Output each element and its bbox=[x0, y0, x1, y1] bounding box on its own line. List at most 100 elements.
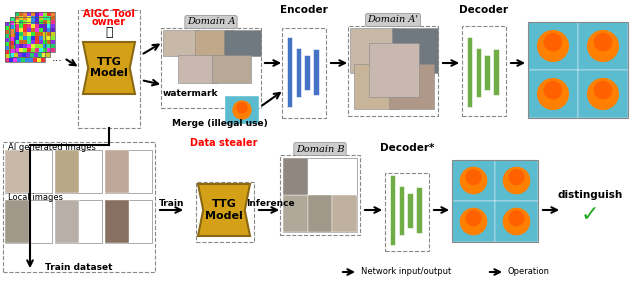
Bar bbox=[37, 30, 41, 34]
Bar bbox=[35, 24, 39, 28]
Bar bbox=[38, 25, 42, 29]
Bar bbox=[41, 58, 45, 62]
Circle shape bbox=[588, 31, 618, 61]
Bar bbox=[41, 30, 45, 34]
Text: AI generated images: AI generated images bbox=[8, 143, 96, 151]
Bar bbox=[10, 53, 14, 57]
Circle shape bbox=[233, 101, 251, 119]
Bar bbox=[105, 200, 129, 243]
Bar bbox=[42, 41, 46, 45]
Bar bbox=[10, 45, 14, 49]
Text: Model: Model bbox=[90, 68, 128, 78]
Bar bbox=[41, 54, 45, 58]
Bar bbox=[14, 37, 18, 41]
Text: ...: ... bbox=[52, 53, 63, 63]
Bar bbox=[34, 49, 38, 53]
Bar bbox=[18, 41, 22, 45]
Bar bbox=[27, 28, 31, 32]
Bar bbox=[388, 64, 435, 109]
Bar bbox=[10, 37, 14, 41]
Bar bbox=[161, 28, 261, 108]
Bar bbox=[305, 55, 310, 89]
Bar bbox=[25, 50, 29, 54]
Bar bbox=[528, 22, 628, 118]
Bar bbox=[25, 22, 29, 26]
Bar bbox=[10, 25, 14, 29]
Bar bbox=[10, 33, 14, 37]
Text: TTG: TTG bbox=[97, 57, 122, 67]
Circle shape bbox=[504, 167, 530, 194]
Bar bbox=[42, 29, 46, 33]
Bar bbox=[46, 17, 50, 21]
Bar bbox=[15, 36, 19, 40]
Bar bbox=[283, 158, 357, 232]
Bar bbox=[42, 21, 46, 25]
Circle shape bbox=[538, 79, 568, 109]
Bar bbox=[51, 44, 55, 48]
Circle shape bbox=[509, 170, 524, 185]
Bar bbox=[33, 58, 37, 62]
Bar bbox=[34, 25, 38, 29]
Bar bbox=[27, 16, 31, 20]
Bar bbox=[287, 37, 292, 107]
Bar bbox=[38, 53, 42, 57]
Circle shape bbox=[466, 211, 481, 225]
Bar bbox=[14, 33, 18, 37]
Text: Domain A': Domain A' bbox=[367, 16, 419, 24]
Bar bbox=[5, 58, 9, 62]
Bar bbox=[350, 28, 396, 73]
Bar bbox=[15, 12, 19, 16]
Bar bbox=[332, 195, 357, 232]
Circle shape bbox=[466, 170, 481, 185]
Bar bbox=[37, 34, 41, 38]
Bar bbox=[31, 40, 35, 44]
Bar bbox=[10, 41, 14, 45]
Bar bbox=[31, 12, 35, 16]
Bar bbox=[308, 195, 332, 232]
Bar bbox=[34, 33, 38, 37]
Bar bbox=[9, 42, 13, 46]
Bar bbox=[21, 34, 25, 38]
Bar bbox=[15, 12, 55, 52]
Bar bbox=[23, 44, 27, 48]
Text: distinguish: distinguish bbox=[557, 190, 623, 200]
Bar bbox=[212, 55, 251, 83]
Bar bbox=[29, 26, 33, 30]
Bar bbox=[47, 20, 51, 24]
Bar bbox=[21, 26, 25, 30]
Bar bbox=[26, 25, 30, 29]
Bar bbox=[51, 48, 55, 52]
Bar bbox=[42, 25, 46, 29]
Bar bbox=[38, 49, 42, 53]
Text: Inference: Inference bbox=[246, 199, 294, 208]
Bar bbox=[31, 20, 35, 24]
Bar bbox=[9, 50, 13, 54]
Bar bbox=[43, 28, 47, 32]
Bar bbox=[13, 42, 17, 46]
Bar bbox=[38, 37, 42, 41]
Text: 🔒: 🔒 bbox=[105, 26, 113, 39]
Text: ✓: ✓ bbox=[580, 205, 599, 225]
Bar bbox=[29, 38, 33, 42]
Bar bbox=[35, 12, 39, 16]
Bar bbox=[22, 53, 26, 57]
Bar bbox=[42, 33, 46, 37]
Bar bbox=[35, 32, 39, 36]
Bar bbox=[31, 16, 35, 20]
Bar bbox=[23, 36, 27, 40]
Bar bbox=[21, 38, 25, 42]
Bar bbox=[21, 58, 25, 62]
Bar bbox=[22, 41, 26, 45]
Bar bbox=[35, 48, 39, 52]
Bar bbox=[314, 49, 319, 95]
Bar bbox=[51, 12, 55, 16]
Bar bbox=[528, 70, 578, 118]
Bar bbox=[5, 26, 9, 30]
Bar bbox=[25, 58, 29, 62]
Bar bbox=[41, 26, 45, 30]
Bar bbox=[462, 26, 506, 116]
Bar bbox=[18, 53, 22, 57]
Bar bbox=[18, 33, 22, 37]
Bar bbox=[15, 24, 19, 28]
Bar bbox=[18, 25, 22, 29]
